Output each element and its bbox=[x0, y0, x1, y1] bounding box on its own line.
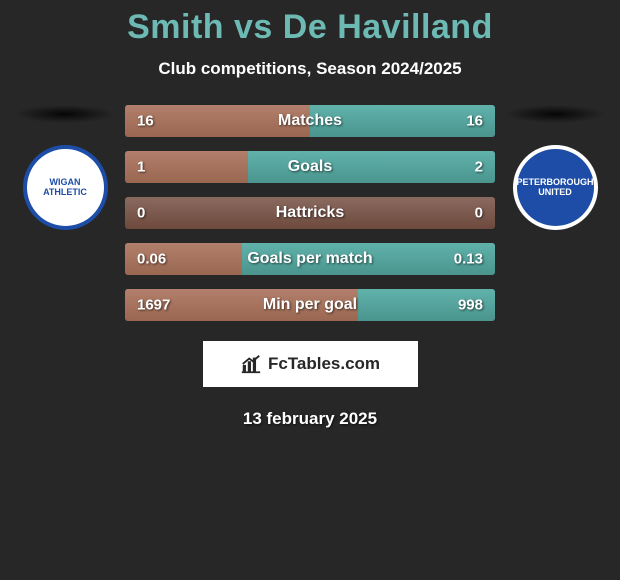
chart-icon bbox=[240, 353, 262, 375]
stat-label: Goals per match bbox=[125, 250, 495, 268]
avatar-shadow-left bbox=[15, 105, 115, 123]
left-team-crest: WIGAN ATHLETIC bbox=[23, 145, 108, 230]
stat-row: 00Hattricks bbox=[125, 197, 495, 229]
stat-label: Min per goal bbox=[125, 296, 495, 314]
brand-box[interactable]: FcTables.com bbox=[203, 341, 418, 387]
left-side: WIGAN ATHLETIC bbox=[5, 105, 125, 321]
stat-bars: 1616Matches 12Goals 00Hattricks 0.060.13Goa… bbox=[125, 105, 495, 321]
subtitle: Club competitions, Season 2024/2025 bbox=[0, 59, 620, 79]
right-side: PETERBOROUGH UNITED bbox=[495, 105, 615, 321]
page-title: Smith vs De Havilland bbox=[0, 0, 620, 47]
stat-row: 12Goals bbox=[125, 151, 495, 183]
stat-label: Hattricks bbox=[125, 204, 495, 222]
brand-label: FcTables.com bbox=[268, 354, 380, 374]
infographic-root: Smith vs De Havilland Club competitions,… bbox=[0, 0, 620, 580]
date-label: 13 february 2025 bbox=[0, 409, 620, 429]
stat-label: Matches bbox=[125, 112, 495, 130]
right-team-crest: PETERBOROUGH UNITED bbox=[513, 145, 598, 230]
stat-row: 0.060.13Goals per match bbox=[125, 243, 495, 275]
main-row: WIGAN ATHLETIC 1616Matches 12Goals 00Hattr… bbox=[0, 105, 620, 321]
avatar-shadow-right bbox=[505, 105, 605, 123]
stat-label: Goals bbox=[125, 158, 495, 176]
stat-row: 1697998Min per goal bbox=[125, 289, 495, 321]
stat-row: 1616Matches bbox=[125, 105, 495, 137]
